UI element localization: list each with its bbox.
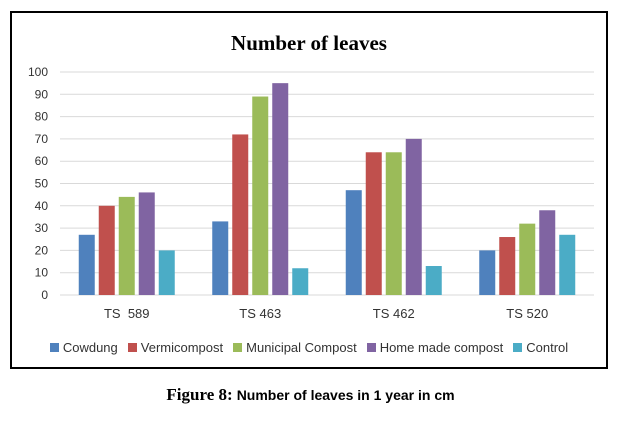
y-tick-label: 80	[35, 110, 49, 124]
y-tick-label: 100	[28, 65, 48, 79]
bar	[559, 234, 576, 295]
y-tick-label: 90	[35, 87, 49, 101]
chart-title: Number of leaves	[231, 31, 387, 55]
y-tick-label: 10	[35, 266, 49, 280]
legend-label: Vermicompost	[140, 340, 224, 355]
legend-item: Municipal Compost	[233, 340, 357, 355]
x-tick-label: TS 463	[239, 306, 281, 321]
y-tick-label: 40	[35, 199, 49, 213]
bar	[78, 234, 95, 295]
bar-chart-plot: 0 10 20 30 40 50 60 70 80 90 100 TS 589 TS 463 TS 462…	[28, 65, 594, 321]
figure-caption: Figure 8: Number of leaves in 1 year in …	[0, 385, 621, 405]
bar	[385, 152, 402, 295]
bar	[158, 250, 175, 295]
chart-frame: Number of leaves 0 10 20 30 40 50 60 70 80 90 100 T…	[10, 11, 608, 369]
bar	[345, 190, 362, 295]
y-tick-label: 20	[35, 243, 49, 257]
bar	[252, 96, 269, 295]
legend-label: Cowdung	[62, 340, 118, 355]
y-tick-label: 0	[41, 288, 48, 302]
bar	[519, 223, 536, 295]
legend-swatch	[513, 343, 523, 352]
legend-item: Vermicompost	[127, 340, 224, 355]
y-tick-label: 60	[35, 154, 49, 168]
chart-legend: Cowdung Vermicompost Municipal Compost Home…	[12, 340, 606, 355]
x-tick-label: TS 589	[104, 306, 150, 321]
legend-swatch	[49, 343, 59, 352]
y-tick-label: 50	[35, 177, 49, 191]
caption-text: Number of leaves in 1 year in cm	[236, 387, 455, 403]
legend-item: Home made compost	[366, 340, 504, 355]
legend-swatch	[233, 343, 243, 352]
bar	[232, 134, 249, 295]
y-tick-label: 70	[35, 132, 49, 146]
bar	[425, 266, 442, 295]
y-tick-label: 30	[35, 221, 49, 235]
bar	[479, 250, 496, 295]
bar	[118, 196, 135, 295]
legend-label: Home made compost	[379, 340, 504, 355]
bar	[272, 83, 289, 296]
legend-item: Control	[513, 340, 568, 355]
bar	[405, 138, 422, 295]
bar	[499, 237, 516, 295]
legend-label: Control	[526, 340, 569, 355]
x-tick-label: TS 462	[373, 306, 415, 321]
bar	[212, 221, 229, 295]
bar	[138, 192, 155, 295]
bar	[365, 152, 382, 295]
x-tick-label: TS 520	[506, 306, 548, 321]
legend-swatch	[127, 343, 137, 352]
legend-swatch	[366, 343, 376, 352]
bar	[292, 268, 309, 295]
caption-label: Figure 8:	[166, 385, 233, 404]
legend-label: Municipal Compost	[246, 340, 357, 355]
bar	[539, 210, 556, 295]
bar	[98, 205, 115, 295]
legend-item: Cowdung	[49, 340, 118, 355]
